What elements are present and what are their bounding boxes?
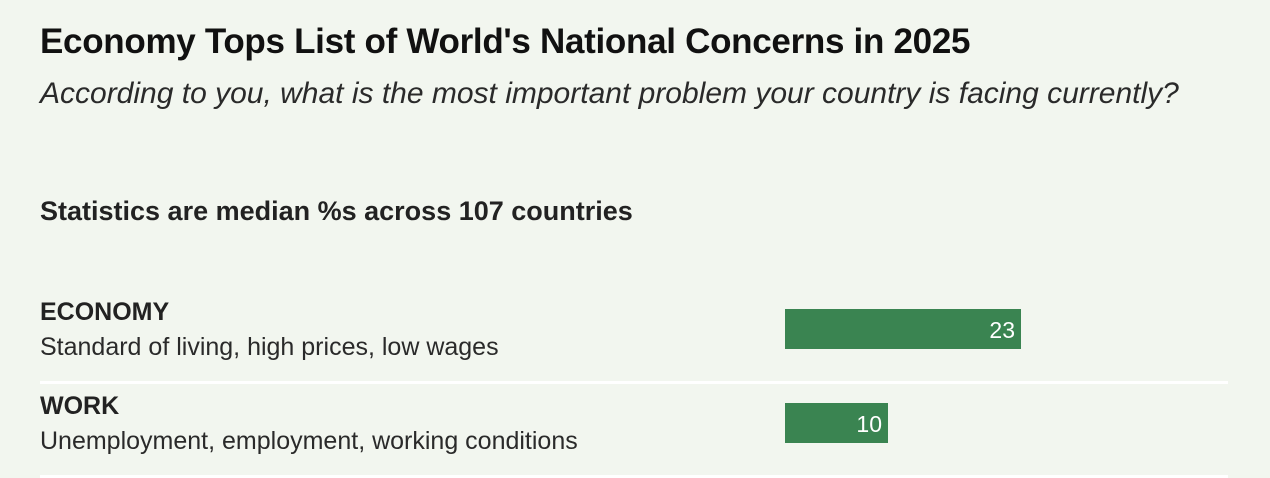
bar-value-label: 10 — [856, 411, 882, 437]
bar: 23 — [785, 309, 1021, 349]
category-label: ECONOMY — [40, 298, 170, 326]
statistics-note: Statistics are median %s across 107 coun… — [40, 196, 633, 226]
bar-value-label: 23 — [989, 317, 1015, 343]
bar-chart: ECONOMY Standard of living, high prices,… — [40, 290, 1228, 478]
category-label: WORK — [40, 392, 120, 420]
chart-subtitle: According to you, what is the most impor… — [40, 77, 1179, 110]
category-description: Standard of living, high prices, low wag… — [40, 333, 499, 361]
category-description: Unemployment, employment, working condit… — [40, 427, 578, 455]
chart-title: Economy Tops List of World's National Co… — [40, 22, 971, 61]
chart-row: ECONOMY Standard of living, high prices,… — [40, 290, 1228, 384]
bar: 10 — [785, 403, 888, 443]
chart-row: WORK Unemployment, employment, working c… — [40, 384, 1228, 478]
row-divider — [40, 381, 1228, 384]
